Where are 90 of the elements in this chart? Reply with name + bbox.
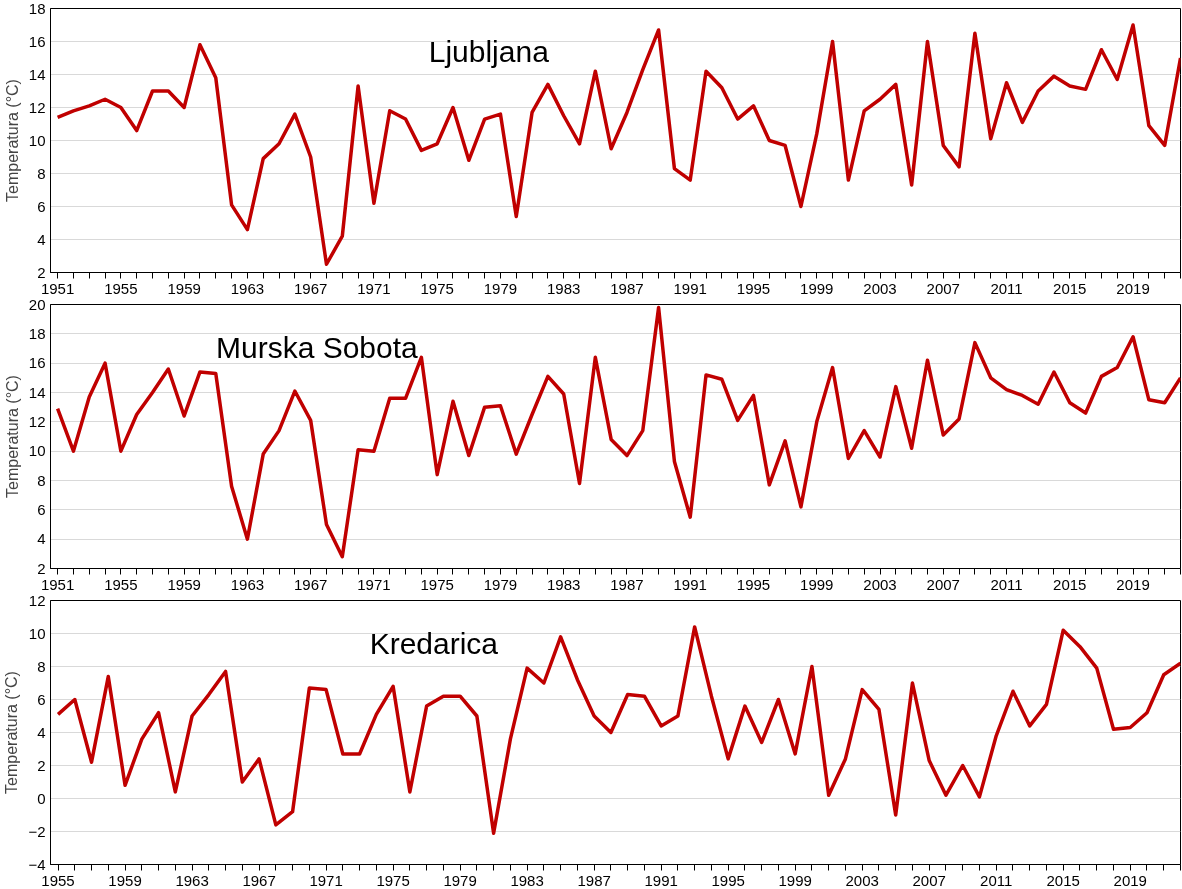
- y-tick-label: 12: [28, 591, 46, 609]
- y-axis-title: Temperatura (°C): [3, 79, 21, 202]
- x-tick-label: 2007: [912, 871, 946, 889]
- x-tick-label: 1963: [230, 575, 265, 593]
- x-tick-label: 2015: [1046, 871, 1080, 889]
- y-tick-label: 16: [28, 354, 46, 372]
- y-tick-label: 6: [37, 197, 46, 215]
- x-tick-label: 1967: [293, 279, 328, 297]
- x-tick-label: 1967: [242, 871, 276, 889]
- y-tick-label: 10: [28, 624, 46, 642]
- y-tick-label: 14: [28, 65, 46, 83]
- y-tick-label: 16: [28, 32, 46, 50]
- x-tick-label: 1999: [778, 871, 812, 889]
- x-tick-label: 1979: [443, 871, 477, 889]
- x-tick-label: 1999: [800, 575, 834, 593]
- x-tick-label: 2019: [1116, 279, 1150, 297]
- y-tick-label: 12: [28, 98, 46, 116]
- x-tick-label: 1951: [40, 575, 75, 593]
- line-series: [55, 23, 1181, 266]
- y-tick-label: 18: [28, 0, 46, 17]
- x-tick-label: 2011: [990, 575, 1023, 593]
- x-tick-label: 1999: [800, 279, 834, 297]
- x-tick-label: 1971: [357, 575, 391, 593]
- x-tick-label: 2003: [845, 871, 879, 889]
- line-series: [55, 305, 1181, 559]
- y-tick-label: 2: [37, 559, 46, 577]
- y-tick-label: 8: [37, 164, 46, 182]
- y-tick-label: 4: [37, 723, 46, 741]
- y-tick-label: 4: [37, 230, 46, 248]
- y-tick-label: 2: [37, 263, 46, 281]
- x-tick-label: 1975: [420, 575, 454, 593]
- x-tick-label: 1995: [711, 871, 745, 889]
- x-tick-label: 2011: [980, 871, 1013, 889]
- y-tick-label: 4: [37, 530, 46, 548]
- x-tick-label: 1967: [293, 575, 328, 593]
- x-tick-label: 1979: [483, 575, 518, 593]
- x-tick-label: 1955: [104, 575, 138, 593]
- x-tick-label: 1979: [483, 279, 518, 297]
- x-tick-label: 1951: [40, 279, 75, 297]
- x-tick-label: 1963: [175, 871, 209, 889]
- y-axis-title: Temperatura (°C): [3, 671, 21, 794]
- y-tick-label: −2: [28, 822, 46, 840]
- x-tick-label: 1995: [736, 575, 771, 593]
- x-tick-label: 1983: [547, 279, 581, 297]
- x-tick-label: 1991: [673, 279, 707, 297]
- x-tick-label: 2019: [1116, 575, 1150, 593]
- y-tick-label: 12: [28, 412, 46, 430]
- x-tick-label: 1987: [577, 871, 611, 889]
- x-tick-label: 1991: [673, 575, 707, 593]
- y-tick-label: 8: [37, 657, 46, 675]
- x-tick-label: 1959: [167, 575, 201, 593]
- x-tick-label: 1991: [644, 871, 678, 889]
- x-tick-label: 2011: [990, 279, 1023, 297]
- x-tick-label: 1983: [547, 575, 581, 593]
- y-tick-label: 8: [37, 471, 46, 489]
- x-tick-label: 1959: [167, 279, 201, 297]
- text: Murska Sobota: [215, 330, 419, 364]
- y-tick-label: 10: [28, 442, 46, 460]
- x-tick-label: 1971: [309, 871, 343, 889]
- text: Kredarica: [369, 626, 499, 660]
- x-tick-label: 2007: [926, 279, 960, 297]
- y-tick-label: −4: [28, 855, 46, 873]
- x-tick-label: 1955: [104, 279, 138, 297]
- x-tick-label: 1987: [610, 575, 644, 593]
- y-tick-label: 18: [28, 324, 46, 342]
- x-tick-label: 1955: [41, 871, 75, 889]
- x-tick-label: 1975: [376, 871, 410, 889]
- x-tick-label: 1987: [610, 279, 644, 297]
- y-axis-title: Temperatura (°C): [3, 375, 21, 498]
- y-tick-label: 14: [28, 383, 46, 401]
- x-tick-label: 2019: [1113, 871, 1147, 889]
- x-tick-label: 2003: [863, 279, 897, 297]
- y-tick-label: 20: [28, 295, 46, 313]
- x-tick-label: 2003: [863, 575, 897, 593]
- x-tick-label: 1971: [357, 279, 391, 297]
- x-tick-label: 2015: [1053, 575, 1087, 593]
- x-tick-label: 1959: [108, 871, 142, 889]
- x-tick-label: 2007: [926, 575, 960, 593]
- y-tick-label: 10: [28, 131, 46, 149]
- y-tick-label: 6: [37, 500, 46, 518]
- x-tick-label: 1983: [510, 871, 544, 889]
- x-tick-label: 1975: [420, 279, 454, 297]
- text: Ljubljana: [428, 34, 550, 68]
- x-tick-label: 1963: [230, 279, 265, 297]
- y-tick-label: 0: [37, 789, 46, 807]
- y-tick-label: 6: [37, 690, 46, 708]
- y-tick-label: 2: [37, 756, 46, 774]
- x-tick-label: 2015: [1053, 279, 1087, 297]
- x-tick-label: 1995: [736, 279, 771, 297]
- line-series: [56, 625, 1181, 835]
